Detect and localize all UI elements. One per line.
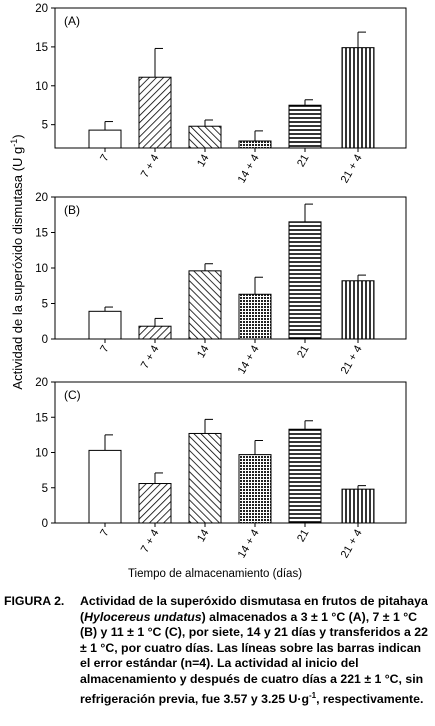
chart-panel-2: 0 5 10 15 20 (B) 7 7 + 4 14 14 + 4 21 21 + 4 bbox=[35, 192, 407, 377]
bar bbox=[188, 432, 222, 524]
bar bbox=[341, 280, 375, 340]
x-tick-label: 7 bbox=[98, 344, 111, 355]
x-tick-label: 21 bbox=[295, 344, 312, 361]
bar bbox=[238, 140, 272, 149]
bar bbox=[288, 221, 322, 340]
bar bbox=[88, 129, 122, 149]
chart-panel-1: 5 10 15 20 (A) 7 7 + 4 14 14 + 4 21 21 + 4 bbox=[35, 3, 407, 186]
x-tick-label: 21 bbox=[295, 153, 312, 170]
y-tick-label: 0 bbox=[42, 334, 48, 346]
x-tick-label: 14 bbox=[195, 344, 212, 361]
x-tick-label: 7 bbox=[98, 528, 111, 539]
plot-frame bbox=[54, 7, 407, 149]
x-tick-label: 21 + 4 bbox=[339, 528, 365, 561]
bar bbox=[138, 483, 172, 524]
bar bbox=[138, 76, 172, 149]
bar bbox=[341, 47, 375, 149]
bar bbox=[88, 310, 122, 340]
chart-panel-3: 0 5 10 15 20 (C) 7 7 + 4 14 14 + 4 21 21 + 4 bbox=[35, 377, 407, 561]
x-tick-label: 7 bbox=[98, 153, 111, 164]
y-tick-label: 15 bbox=[35, 228, 48, 240]
y-tick-label: 10 bbox=[35, 448, 48, 460]
bar bbox=[238, 293, 272, 340]
y-axis-title: Actividad de la superóxido dismutasa (U … bbox=[9, 134, 25, 389]
y-tick-label: 10 bbox=[35, 81, 48, 93]
y-tick-label: 15 bbox=[35, 42, 48, 54]
x-tick-label: 21 + 4 bbox=[339, 344, 365, 377]
species-name: Hylocereus undatus bbox=[84, 609, 202, 624]
caption-lead: FIGURA 2. bbox=[4, 594, 65, 608]
bar bbox=[238, 454, 272, 524]
x-tick-label: 7 + 4 bbox=[139, 344, 162, 371]
x-axis-title: Tiempo de almacenamiento (días) bbox=[128, 568, 302, 580]
bar bbox=[188, 270, 222, 340]
caption-body: Actividad de la superóxido dismutasa en … bbox=[80, 594, 428, 706]
bar bbox=[138, 325, 172, 340]
bar bbox=[288, 428, 322, 524]
x-tick-label: 21 + 4 bbox=[339, 153, 365, 186]
x-tick-label: 14 bbox=[195, 528, 212, 545]
y-tick-label: 10 bbox=[35, 263, 48, 275]
x-tick-label: 14 + 4 bbox=[236, 528, 262, 561]
y-tick-label: 15 bbox=[35, 412, 48, 424]
y-tick-label: 20 bbox=[35, 377, 48, 389]
bar bbox=[188, 125, 222, 149]
x-tick-label: 14 bbox=[195, 153, 212, 170]
x-tick-label: 14 + 4 bbox=[236, 344, 262, 377]
y-tick-label: 20 bbox=[35, 192, 48, 204]
y-tick-label: 5 bbox=[42, 120, 48, 132]
y-tick-label: 5 bbox=[42, 299, 48, 311]
x-tick-label: 21 bbox=[295, 528, 312, 545]
y-tick-label: 5 bbox=[42, 483, 48, 495]
bar bbox=[341, 488, 375, 524]
panel-label: (A) bbox=[64, 14, 80, 28]
figure-charts: 5 10 15 20 (A) 7 7 + 4 14 14 + 4 21 21 + 4 0 5 10 15 20… bbox=[9, 3, 407, 580]
x-tick-label: 7 + 4 bbox=[139, 153, 162, 180]
bar bbox=[288, 104, 322, 149]
bar bbox=[88, 449, 122, 524]
x-tick-label: 14 + 4 bbox=[236, 153, 262, 186]
panel-label: (B) bbox=[64, 203, 80, 217]
x-tick-label: 7 + 4 bbox=[139, 528, 162, 555]
y-tick-label: 20 bbox=[35, 3, 48, 15]
figure-caption: FIGURA 2. Actividad de la superóxido dis… bbox=[4, 594, 428, 707]
y-tick-label: 0 bbox=[42, 518, 48, 530]
panel-label: (C) bbox=[64, 388, 81, 402]
